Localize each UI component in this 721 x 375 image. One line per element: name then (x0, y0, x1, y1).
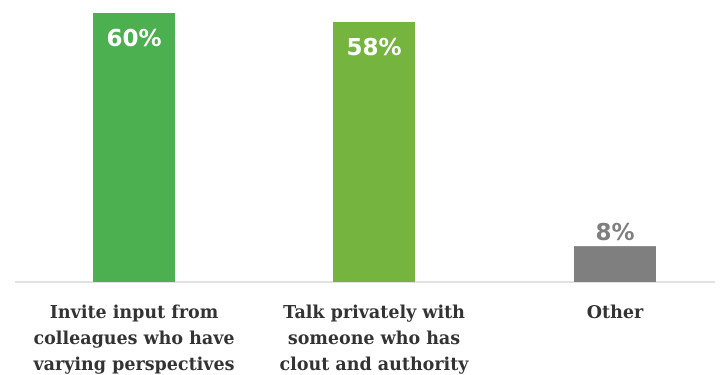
bar-value-label-2: 58% (346, 35, 401, 61)
bars-group (93, 13, 656, 282)
bar-value-label-3: 8% (595, 220, 634, 246)
category-label-line: clout and authority (280, 355, 470, 375)
category-labels-group: Invite input from colleagues who have vary… (33, 303, 644, 375)
category-label-1: Invite input from colleagues who have vary… (33, 303, 235, 375)
category-label-line: Invite input from (50, 303, 219, 323)
category-label-line: Talk privately with (283, 303, 465, 323)
category-label-3: Other (587, 303, 644, 323)
bar-2 (333, 21, 415, 282)
bar-3 (574, 246, 656, 282)
category-label-line: someone who has (288, 329, 460, 349)
bar-1 (93, 13, 175, 282)
category-label-2: Talk privately with someone who has clout … (280, 303, 470, 375)
bar-value-label-1: 60% (106, 26, 161, 52)
category-label-line: colleagues who have (33, 329, 234, 349)
value-labels-group: 60% 58% 8% (106, 26, 634, 246)
category-label-line: varying perspectives (33, 355, 235, 375)
category-label-line: Other (587, 303, 644, 323)
